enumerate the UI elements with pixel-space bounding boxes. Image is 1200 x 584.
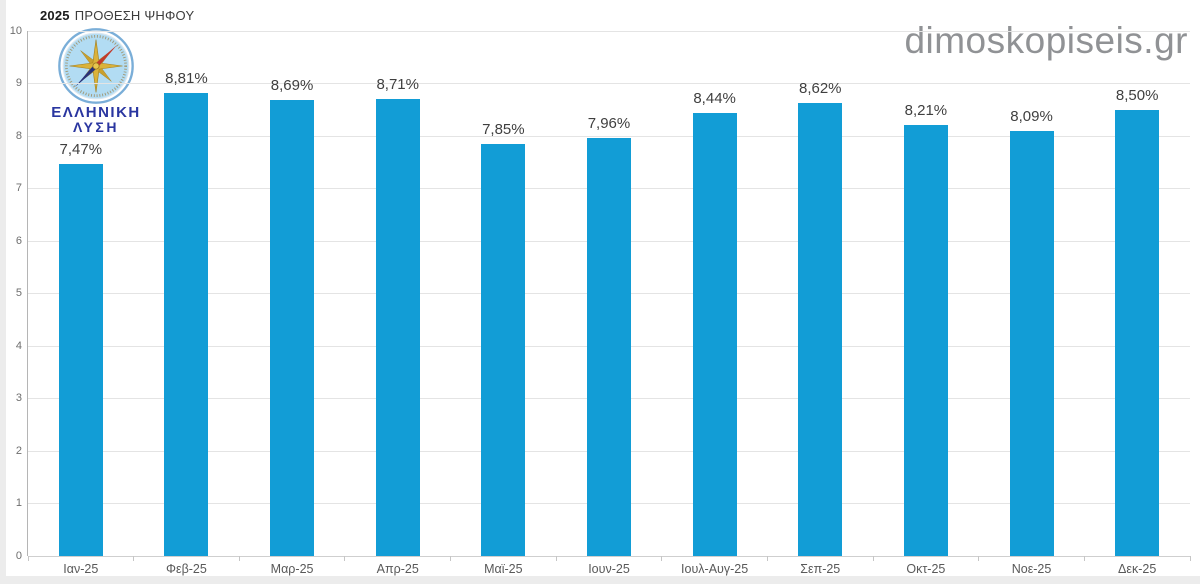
x-tick-label: Σεπ-25 xyxy=(800,562,841,576)
compass-logo-icon xyxy=(58,28,134,104)
x-axis-tick xyxy=(978,556,980,561)
y-tick-label: 4 xyxy=(15,339,22,352)
x-tick-label: Μαϊ-25 xyxy=(484,562,523,576)
y-tick-label: 8 xyxy=(15,129,22,142)
y-tick-label: 1 xyxy=(15,497,22,509)
y-tick-label: 3 xyxy=(15,392,22,404)
bar-value-label: 8,71% xyxy=(376,75,419,93)
x-tick-label: Ιαν-25 xyxy=(63,562,99,576)
bar xyxy=(692,112,737,556)
y-tick-label: 5 xyxy=(15,287,22,299)
x-tick-label: Απρ-25 xyxy=(376,562,419,576)
bar-value-label: 7,96% xyxy=(587,115,631,133)
y-tick-label: 9 xyxy=(15,77,22,89)
x-tick-label: Νοε-25 xyxy=(1011,562,1052,576)
chart-title-text: ΠΡΟΘΕΣΗ ΨΗΦΟΥ xyxy=(74,8,195,23)
y-tick-label: 2 xyxy=(15,444,22,457)
bar xyxy=(903,124,948,556)
y-tick-label: 10 xyxy=(9,24,22,37)
gridline xyxy=(28,30,1190,32)
bar-value-label: 7,85% xyxy=(482,120,525,138)
x-axis-tick xyxy=(1083,556,1085,561)
gridline xyxy=(28,135,1190,137)
bar-value-label: 8,21% xyxy=(904,101,948,119)
page-edge-bottom xyxy=(0,576,1200,584)
chart-title-year: 2025 xyxy=(40,8,70,23)
watermark-dimoskopiseis: dimoskopiseis.gr xyxy=(904,20,1188,61)
logo-text-line1: ΕΛΛΗΝΙΚΗ xyxy=(51,104,141,121)
bar-value-label: 8,81% xyxy=(165,70,208,88)
bar-value-label: 8,62% xyxy=(798,80,842,98)
x-axis-tick xyxy=(661,556,663,561)
bar xyxy=(375,98,420,556)
y-axis-line xyxy=(27,31,28,556)
x-axis-tick xyxy=(766,556,768,561)
page-edge-left xyxy=(0,0,6,584)
bar xyxy=(164,93,209,556)
logo-text-line2: ΛΥΣΗ xyxy=(73,119,119,135)
bar xyxy=(587,138,631,556)
x-axis-tick xyxy=(555,556,557,561)
bar xyxy=(481,143,526,556)
y-tick-label: 0 xyxy=(15,549,22,562)
x-axis-tick xyxy=(450,556,452,561)
x-tick-label: Μαρ-25 xyxy=(270,562,314,576)
x-axis-tick xyxy=(1189,556,1191,561)
bar-value-label: 8,09% xyxy=(1010,108,1053,126)
x-axis-baseline xyxy=(28,555,1190,557)
bar xyxy=(58,163,103,556)
x-tick-label: Ιουλ-Αυγ-25 xyxy=(681,562,749,576)
x-axis-tick xyxy=(344,556,346,561)
party-logo: ΕΛΛΗΝΙΚΗ ΛΥΣΗ xyxy=(50,27,142,134)
chart-title: 2025 ΠΡΟΘΕΣΗ ΨΗΦΟΥ xyxy=(40,8,194,23)
gridline xyxy=(28,83,1190,84)
x-tick-label: Φεβ-25 xyxy=(166,562,207,576)
x-axis-tick xyxy=(872,556,874,561)
bar-value-label: 7,47% xyxy=(59,140,103,158)
bar xyxy=(1115,109,1160,556)
bar-value-label: 8,44% xyxy=(693,89,736,107)
bar xyxy=(1009,131,1054,556)
plot-area: 7,47% 8,81% 8,69% 8,71% 7,85% 7,96% 8,44% 8,62%… xyxy=(28,30,1190,557)
x-axis-tick xyxy=(27,556,29,561)
bar xyxy=(798,103,843,556)
x-tick-label: Δεκ-25 xyxy=(1118,562,1157,576)
bar-value-label: 8,69% xyxy=(270,76,314,94)
x-tick-label: Οκτ-25 xyxy=(906,562,946,576)
y-tick-label: 7 xyxy=(15,182,22,194)
y-tick-label: 6 xyxy=(15,234,22,247)
x-axis-tick xyxy=(133,556,135,561)
x-axis-tick xyxy=(238,556,240,561)
bar xyxy=(270,99,315,556)
x-tick-label: Ιουν-25 xyxy=(588,562,630,576)
bar-value-label: 8,50% xyxy=(1115,86,1159,104)
